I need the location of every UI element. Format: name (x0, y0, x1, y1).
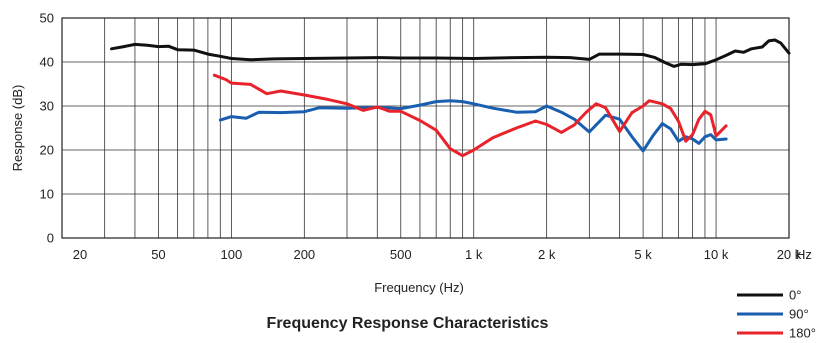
x-tick-label: 20 k (777, 247, 802, 262)
x-tick-label: 500 (390, 247, 412, 262)
y-tick-label: 10 (40, 187, 54, 202)
legend: 0° 90° 180° (737, 288, 816, 341)
y-tick-label: 30 (40, 99, 54, 114)
x-unit-label: Hz (796, 247, 812, 262)
x-tick-label: 2 k (538, 247, 556, 262)
x-tick-label: 1 k (465, 247, 483, 262)
x-tick-label: 100 (221, 247, 243, 262)
plot-frame (61, 17, 790, 239)
legend-label: 180° (789, 326, 816, 341)
series-group (110, 38, 791, 158)
y-tick-label: 50 (40, 11, 54, 26)
chart-title: Frequency Response Characteristics (266, 315, 549, 332)
x-tick-label: 50 (151, 247, 165, 262)
series-line (110, 38, 791, 68)
legend-label: 90° (789, 307, 809, 322)
y-tick-label: 40 (40, 55, 54, 70)
x-tick-labels: 20 50 100 200 500 1 k 2 k 5 k 10 k 20 k (73, 247, 802, 262)
x-tick-label: 10 k (704, 247, 729, 262)
series-line (212, 73, 728, 158)
series-line (218, 99, 728, 153)
x-tick-label: 5 k (634, 247, 652, 262)
y-tick-label: 0 (47, 231, 54, 246)
chart-title-container: Frequency Response Characteristics (0, 315, 827, 333)
y-tick-labels: 0 10 20 30 40 50 (40, 11, 54, 246)
legend-label: 0° (789, 288, 801, 303)
x-tick-label: 20 (73, 247, 87, 262)
y-axis-label: Response (dB) (10, 85, 25, 172)
y-tick-label: 20 (40, 143, 54, 158)
x-tick-label: 200 (293, 247, 315, 262)
x-axis-label: Frequency (Hz) (374, 280, 464, 295)
